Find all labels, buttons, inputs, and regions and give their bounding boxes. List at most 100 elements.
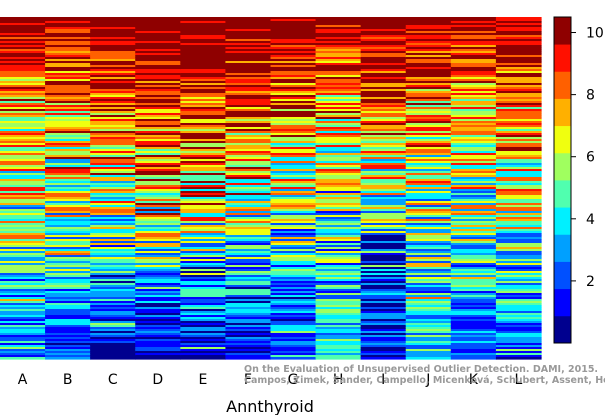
heatmap-cell xyxy=(45,197,91,200)
heatmap-cell xyxy=(450,25,497,28)
heatmap-cell xyxy=(450,99,497,102)
heatmap-cell xyxy=(405,259,452,262)
heatmap-cell xyxy=(405,93,452,96)
heatmap-cell xyxy=(0,219,46,222)
heatmap-cell xyxy=(0,291,46,294)
heatmap-cell xyxy=(450,45,497,48)
heatmap-cell xyxy=(450,245,497,248)
heatmap-cell xyxy=(225,33,272,36)
heatmap-cell xyxy=(360,57,407,60)
heatmap-cell xyxy=(135,299,181,302)
heatmap-cell xyxy=(270,53,317,56)
heatmap-cell xyxy=(495,201,542,204)
heatmap-cell xyxy=(405,113,452,116)
heatmap-cell xyxy=(0,85,46,88)
heatmap-cell xyxy=(45,173,91,176)
heatmap-cell xyxy=(225,257,272,260)
heatmap-cell xyxy=(45,23,91,26)
heatmap-cell xyxy=(315,257,362,260)
heatmap-cell xyxy=(135,103,181,106)
heatmap-cell xyxy=(180,275,227,278)
heatmap-cell xyxy=(495,355,542,358)
heatmap-cell xyxy=(225,341,272,344)
heatmap-cell xyxy=(360,87,407,90)
heatmap-cell xyxy=(360,45,407,48)
heatmap-cell xyxy=(225,123,272,126)
heatmap-cell xyxy=(315,269,362,272)
heatmap-cell xyxy=(135,149,181,152)
heatmap-cell xyxy=(135,315,181,318)
heatmap-cell xyxy=(360,227,407,230)
heatmap-cell xyxy=(180,93,227,96)
colorbar-tick-label: 6 xyxy=(586,150,595,166)
heatmap-cell xyxy=(405,271,452,274)
heatmap-cell xyxy=(360,119,407,122)
heatmap-cell xyxy=(180,103,227,106)
heatmap-cell xyxy=(45,153,91,156)
heatmap-cell xyxy=(405,47,452,50)
heatmap-cell xyxy=(495,63,542,66)
heatmap-cell xyxy=(270,187,317,190)
heatmap-cell xyxy=(0,35,46,38)
heatmap-cell xyxy=(315,127,362,130)
heatmap-cell xyxy=(45,301,91,304)
heatmap-cell xyxy=(405,343,452,346)
heatmap-cell xyxy=(450,347,497,350)
heatmap-cell xyxy=(270,293,317,296)
heatmap-cell xyxy=(495,109,542,112)
heatmap-cell xyxy=(45,357,91,360)
heatmap-cell xyxy=(315,309,362,312)
heatmap-cell xyxy=(135,159,181,162)
heatmap-cell xyxy=(450,79,497,82)
heatmap-cell xyxy=(135,125,181,128)
heatmap-cell xyxy=(405,185,452,188)
heatmap-cell xyxy=(450,309,497,312)
heatmap-cell xyxy=(135,109,181,112)
heatmap-cell xyxy=(495,193,542,196)
heatmap-cell xyxy=(495,263,542,266)
heatmap-cell xyxy=(180,307,227,310)
heatmap-cell xyxy=(315,253,362,256)
heatmap-cell xyxy=(450,269,497,272)
heatmap-cell xyxy=(360,267,407,270)
heatmap-cell xyxy=(180,109,227,112)
heatmap-cell xyxy=(135,121,181,124)
heatmap-cell xyxy=(225,31,272,34)
heatmap-cell xyxy=(135,341,181,344)
heatmap-cell xyxy=(450,337,497,340)
heatmap-cell xyxy=(405,355,452,358)
heatmap-cell xyxy=(450,275,497,278)
heatmap-cell xyxy=(225,85,272,88)
heatmap-cell xyxy=(225,191,272,194)
heatmap-cell xyxy=(45,237,91,240)
heatmap-cell xyxy=(315,165,362,168)
heatmap-cell xyxy=(45,329,91,332)
heatmap-column-l xyxy=(495,17,542,360)
heatmap-cell xyxy=(45,143,91,146)
heatmap-cell xyxy=(495,255,542,258)
heatmap-cell xyxy=(495,51,542,54)
heatmap-cell xyxy=(405,151,452,154)
heatmap-cell xyxy=(405,67,452,70)
heatmap-cell xyxy=(315,291,362,294)
heatmap-cell xyxy=(405,85,452,88)
heatmap-cell xyxy=(0,151,46,154)
heatmap-cell xyxy=(315,41,362,44)
heatmap-cell xyxy=(135,45,181,48)
heatmap-cell xyxy=(135,35,181,38)
heatmap-cell xyxy=(225,311,272,314)
heatmap-cell xyxy=(180,171,227,174)
heatmap-cell xyxy=(135,277,181,280)
heatmap-cell xyxy=(405,161,452,164)
heatmap-cell xyxy=(0,193,46,196)
heatmap-cell xyxy=(135,223,181,226)
heatmap-cell xyxy=(450,341,497,344)
heatmap-cell xyxy=(495,127,542,130)
heatmap-cell xyxy=(315,125,362,128)
heatmap-cell xyxy=(360,253,407,256)
heatmap-cell xyxy=(90,185,136,188)
heatmap-cell xyxy=(225,75,272,78)
heatmap-cell xyxy=(270,183,317,186)
heatmap-cell xyxy=(495,147,542,150)
heatmap-cell xyxy=(450,151,497,154)
